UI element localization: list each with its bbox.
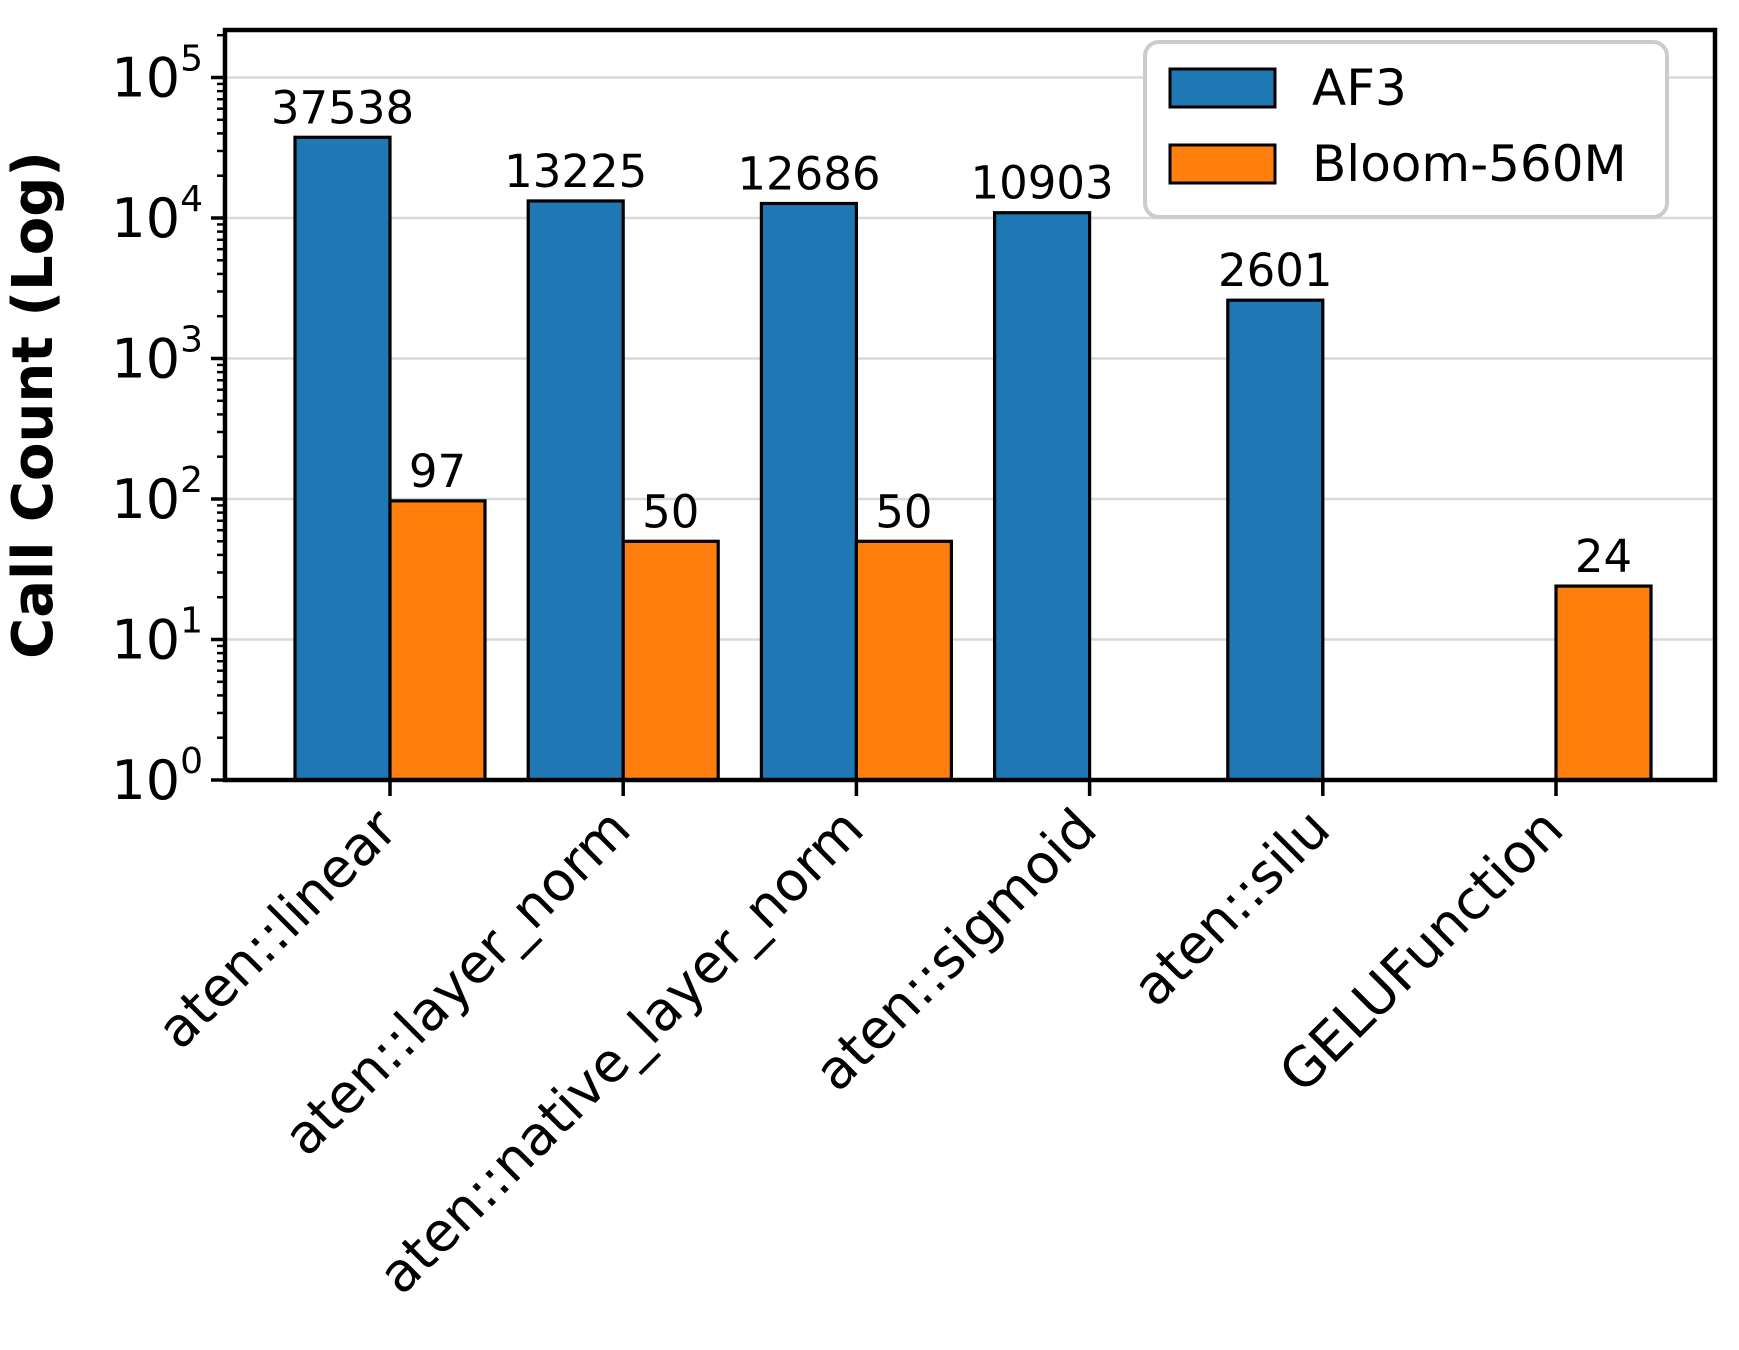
y-tick-label: 100	[111, 741, 203, 812]
y-tick-label: 105	[111, 39, 203, 110]
bar-value-label: 37538	[271, 81, 414, 134]
bar-AF3-aten::sigmoid	[992, 211, 1092, 782]
bar-AF3-aten::native_layer_norm	[759, 201, 859, 782]
legend-label-Bloom-560M: Bloom-560M	[1312, 135, 1627, 193]
y-tick-label: 104	[111, 179, 203, 250]
bar-value-label: 50	[875, 485, 932, 538]
bar-Bloom-560M-aten::native_layer_norm	[854, 539, 954, 782]
legend-label-AF3: AF3	[1312, 59, 1407, 117]
y-tick-label: 103	[111, 320, 203, 391]
legend-swatch-Bloom-560M	[1168, 143, 1277, 185]
legend-swatch-AF3	[1168, 67, 1277, 109]
bar-AF3-aten::linear	[293, 135, 392, 782]
bar-AF3-aten::silu	[1226, 298, 1325, 782]
y-tick-label: 102	[111, 460, 203, 531]
bar-Bloom-560M-GELUFunction	[1554, 584, 1653, 782]
y-tick-label: 101	[111, 601, 203, 672]
y-axis-label: Call Count (Log)	[1, 151, 66, 659]
bar-value-label: 2601	[1218, 244, 1333, 297]
bar-value-label: 97	[409, 445, 466, 498]
bar-Bloom-560M-aten::linear	[388, 499, 487, 782]
bar-value-label: 24	[1575, 530, 1632, 583]
bar-value-label: 10903	[971, 157, 1114, 210]
bar-AF3-aten::layer_norm	[526, 199, 625, 782]
bar-Bloom-560M-aten::layer_norm	[621, 539, 720, 782]
bar-value-label: 12686	[737, 147, 880, 200]
axes-frame	[222, 27, 1718, 783]
bar-value-label: 50	[642, 485, 699, 538]
bar-value-label: 13225	[504, 145, 647, 198]
